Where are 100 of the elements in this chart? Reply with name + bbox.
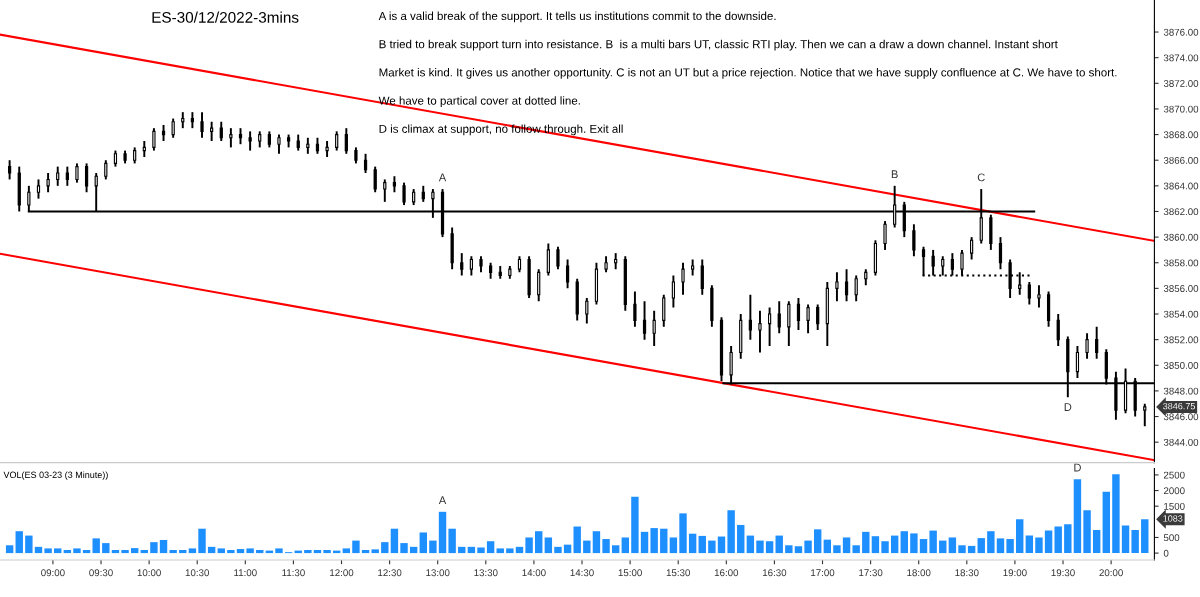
bar (573, 526, 581, 554)
bar (496, 548, 504, 554)
bar (5, 545, 14, 554)
bar (794, 546, 803, 554)
candlestick (65, 165, 69, 187)
bar (506, 548, 514, 554)
candlestick (363, 152, 368, 174)
bar (467, 546, 476, 554)
candlestick (56, 165, 60, 187)
bar (150, 542, 158, 554)
bar (881, 541, 889, 554)
bar (198, 528, 206, 554)
bar (640, 531, 649, 554)
bar (313, 549, 322, 554)
y-tick-label: 3858.00 (1163, 259, 1199, 267)
x-tick-label: 12:00 (330, 569, 354, 577)
x-tick-label: 18:30 (955, 569, 979, 577)
x-tick-label: 10:00 (137, 569, 161, 577)
candlestick (546, 242, 550, 277)
annotation: B tried to break support turn into resistance. B is a multi bars UT, classic RTI play. Then we can a draw a down channel. Instant short (379, 39, 1058, 51)
bar (1025, 535, 1034, 554)
candlestick (844, 268, 849, 303)
bar (929, 530, 937, 554)
x-tick-label: 11:00 (234, 569, 257, 577)
candlestick (883, 220, 887, 251)
y-tick-label: 3854.00 (1163, 310, 1199, 318)
bar (862, 531, 870, 554)
bar (1083, 510, 1091, 554)
bar (948, 537, 957, 554)
bar (775, 535, 783, 554)
bar (1121, 525, 1130, 554)
bar (82, 549, 91, 554)
bar (207, 546, 216, 554)
bar (236, 549, 245, 554)
bar (785, 545, 793, 554)
x-tick-label: 17:30 (859, 569, 883, 577)
y-tick-label: 500 (1163, 534, 1180, 542)
bar (910, 533, 918, 554)
annotation: D (1074, 463, 1081, 472)
y-tick-label: 1500 (1164, 502, 1185, 510)
candlestick (816, 303, 820, 331)
bar (390, 528, 399, 554)
bar (669, 537, 678, 554)
bar (515, 546, 524, 554)
x-tick-label: 17:00 (811, 569, 835, 577)
candlestick (652, 309, 656, 348)
bar (804, 540, 812, 554)
bar (746, 535, 755, 554)
bar (111, 549, 120, 554)
candlestick (460, 252, 464, 277)
bar (227, 549, 235, 554)
bar (419, 532, 427, 554)
candlestick (84, 162, 89, 194)
candlestick (787, 300, 791, 348)
bar (650, 528, 658, 554)
bar (44, 548, 52, 554)
bar (246, 548, 254, 554)
y-tick-label: 3850.00 (1163, 362, 1199, 369)
bar (679, 513, 687, 554)
bar (919, 539, 928, 554)
bar (698, 535, 706, 554)
y-tick-label: 3868.00 (1163, 131, 1199, 139)
bar (1035, 537, 1043, 554)
bar (304, 549, 312, 554)
candlestick (565, 258, 570, 290)
bar (842, 537, 851, 554)
x-tick-label: 16:00 (714, 569, 739, 577)
text: 1083 (1163, 515, 1183, 522)
candlestick (1085, 332, 1089, 360)
bar (1131, 529, 1139, 554)
bar (823, 539, 832, 554)
y-tick-label: 3876.00 (1163, 28, 1199, 36)
y-tick-label: 3856.00 (1163, 285, 1199, 292)
y-tick-label: 3848.00 (1163, 387, 1199, 395)
bar (381, 542, 389, 554)
y-tick-label: 3874.00 (1163, 54, 1199, 62)
candlestick (1143, 402, 1147, 428)
candlestick (662, 293, 666, 328)
y-tick-label: 2000 (1163, 487, 1185, 495)
bar (660, 528, 668, 554)
y-tick-label: 3872.00 (1163, 80, 1199, 87)
bar (535, 531, 543, 554)
candlestick (344, 127, 348, 155)
y-tick-label: 3866.00 (1163, 156, 1199, 164)
candlestick (633, 290, 637, 328)
candlestick (970, 236, 974, 261)
y-tick-label: 3864.00 (1163, 182, 1199, 190)
x-tick-label: 15:00 (618, 569, 642, 577)
chart-title: VOL(ES 03-23 (3 Minute)) (3, 471, 108, 480)
candlestick (854, 274, 858, 303)
candlestick (758, 309, 762, 354)
bar (939, 540, 947, 554)
bar (554, 546, 562, 554)
x-tick-label: 13:00 (426, 569, 450, 577)
candlestick (1056, 313, 1060, 348)
bar (438, 511, 447, 554)
candlestick (671, 274, 676, 309)
candlestick (210, 120, 214, 142)
bar (1141, 519, 1149, 554)
bar (121, 549, 129, 554)
